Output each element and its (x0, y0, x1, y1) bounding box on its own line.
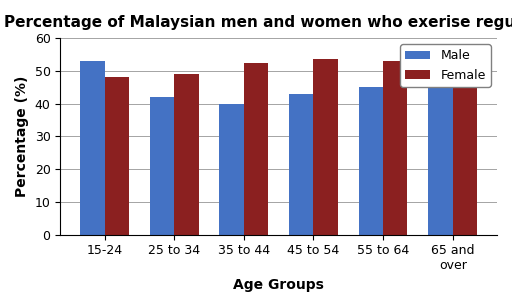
Title: Percentage of Malaysian men and women who exerise regularly: Percentage of Malaysian men and women wh… (4, 15, 512, 30)
Bar (150, 97, 174, 235)
Legend: Male, Female: Male, Female (400, 44, 490, 87)
Bar (313, 60, 338, 235)
Bar (453, 81, 477, 235)
Bar (289, 94, 313, 235)
Bar (80, 61, 104, 235)
Y-axis label: Percentage (%): Percentage (%) (15, 76, 29, 197)
Bar (359, 87, 383, 235)
Bar (174, 74, 199, 235)
Bar (104, 77, 129, 235)
Bar (244, 63, 268, 235)
Bar (220, 104, 244, 235)
Bar (429, 81, 453, 235)
X-axis label: Age Groups: Age Groups (233, 278, 324, 292)
Bar (383, 61, 408, 235)
